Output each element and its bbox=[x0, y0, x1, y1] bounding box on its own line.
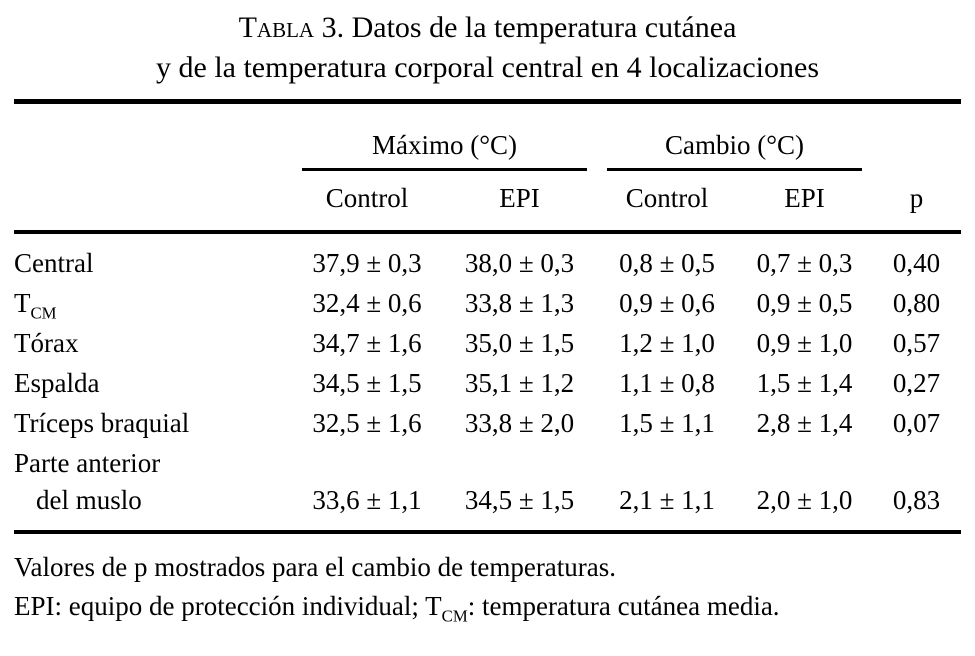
sub-header-row: Control EPI Control EPI p bbox=[14, 171, 962, 235]
cell-cambio-control: 0,9 ± 0,6 bbox=[619, 288, 715, 319]
table-row: Parte anterior bbox=[14, 444, 961, 484]
footnote-2-text-end: : temperatura cutánea media. bbox=[467, 591, 780, 622]
cell-p-value: 0,27 bbox=[892, 368, 941, 399]
tabla-label: Tabla bbox=[238, 11, 315, 44]
row-label: Tríceps braquial bbox=[14, 408, 190, 439]
table-row: TCM 32,4 ± 0,6 33,8 ± 1,3 0,9 ± 0,6 0,9 … bbox=[14, 284, 961, 324]
table-row: Tríceps braquial 32,5 ± 1,6 33,8 ± 2,0 1… bbox=[14, 404, 961, 444]
cell-cambio-epi: 0,9 ± 1,0 bbox=[756, 328, 853, 359]
sub-header-maximo-epi: EPI bbox=[442, 171, 598, 235]
cell-cambio-control: 1,2 ± 1,0 bbox=[619, 328, 715, 359]
group-header-cambio-cell: Cambio (°C) bbox=[597, 104, 872, 172]
group-header-row: Máximo (°C) Cambio (°C) bbox=[14, 104, 961, 172]
cell-maximo-epi: 33,8 ± 1,3 bbox=[464, 288, 575, 319]
cell-p-value: 0,80 bbox=[892, 288, 941, 319]
cell-maximo-epi: 33,8 ± 2,0 bbox=[464, 408, 575, 439]
spacer-cell bbox=[872, 104, 961, 171]
cell-maximo-epi: 35,0 ± 1,5 bbox=[464, 328, 575, 359]
top-rule bbox=[14, 99, 961, 105]
cell-cambio-epi: 0,7 ± 0,3 bbox=[756, 248, 853, 279]
tcm-label-main: T bbox=[14, 288, 31, 319]
cell-maximo-control: 32,5 ± 1,6 bbox=[312, 408, 422, 439]
group-header-cambio: Cambio (°C) bbox=[607, 130, 863, 172]
cell-p-value: 0,40 bbox=[892, 248, 941, 279]
cell-maximo-control: 33,6 ± 1,1 bbox=[292, 484, 442, 535]
title-line-1-text: 3. Datos de la temperatura cutánea bbox=[314, 11, 737, 44]
cell-maximo-control: 34,5 ± 1,5 bbox=[312, 368, 422, 399]
row-label: Central bbox=[14, 248, 94, 279]
cell-maximo-epi: 35,1 ± 1,2 bbox=[464, 368, 575, 399]
empty-cell bbox=[597, 444, 737, 484]
cell-cambio-control: 2,1 ± 1,1 bbox=[597, 484, 738, 535]
empty-cell bbox=[292, 444, 442, 484]
cell-maximo-epi: 34,5 ± 1,5 bbox=[442, 484, 598, 535]
footnote-1: Valores de p mostrados para el cambio de… bbox=[14, 552, 617, 583]
cell-p-value: 0,07 bbox=[892, 408, 941, 439]
table-row: Tórax 34,7 ± 1,6 35,0 ± 1,5 1,2 ± 1,0 0,… bbox=[14, 324, 961, 364]
footnote-2-text: EPI: equipo de protección individual; T bbox=[14, 591, 442, 622]
table-row: del muslo 33,6 ± 1,1 34,5 ± 1,5 2,1 ± 1,… bbox=[14, 484, 962, 535]
footnotes: Valores de p mostrados para el cambio de… bbox=[14, 548, 961, 626]
title-line-2: y de la temperatura corporal central en … bbox=[156, 50, 819, 84]
sub-header-maximo-control: Control bbox=[292, 171, 442, 235]
cell-cambio-epi: 1,5 ± 1,4 bbox=[756, 368, 853, 399]
cell-cambio-epi: 0,9 ± 0,5 bbox=[756, 288, 853, 319]
cell-maximo-control: 37,9 ± 0,3 bbox=[312, 248, 422, 279]
table-header: Máximo (°C) Cambio (°C) Control EPI Cont… bbox=[14, 104, 962, 235]
tcm-label-subscript: CM bbox=[30, 303, 57, 323]
footnote-2: EPI: equipo de protección individual; TC… bbox=[14, 587, 961, 626]
data-table: Máximo (°C) Cambio (°C) Control EPI Cont… bbox=[14, 104, 962, 535]
spacer-cell bbox=[14, 104, 292, 171]
cell-maximo-epi: 38,0 ± 0,3 bbox=[464, 248, 575, 279]
cell-cambio-epi: 2,0 ± 1,0 bbox=[737, 484, 873, 535]
empty-cell bbox=[737, 444, 872, 484]
sub-header-cambio-epi: EPI bbox=[737, 171, 873, 235]
table-row: Espalda 34,5 ± 1,5 35,1 ± 1,2 1,1 ± 0,8 … bbox=[14, 364, 961, 404]
cell-cambio-epi: 2,8 ± 1,4 bbox=[756, 408, 853, 439]
row-label: TCM bbox=[14, 284, 292, 324]
sub-header-cambio-control: Control bbox=[597, 171, 738, 235]
title-line-1: Tabla 3. Datos de la temperatura cutánea bbox=[14, 8, 961, 48]
row-label: Espalda bbox=[14, 368, 100, 399]
empty-cell bbox=[442, 444, 597, 484]
cell-cambio-control: 1,1 ± 0,8 bbox=[619, 368, 715, 399]
row-label: Parte anterior bbox=[14, 448, 161, 479]
p-header: p bbox=[872, 171, 962, 235]
cell-cambio-control: 0,8 ± 0,5 bbox=[619, 248, 715, 279]
page-title: Tabla 3. Datos de la temperatura cutánea… bbox=[14, 8, 961, 87]
row-label: Tórax bbox=[14, 328, 79, 359]
cell-maximo-control: 34,7 ± 1,6 bbox=[312, 328, 422, 359]
row-label: del muslo bbox=[14, 484, 292, 535]
cell-p-value: 0,83 bbox=[872, 484, 962, 535]
cell-maximo-control: 32,4 ± 0,6 bbox=[312, 288, 422, 319]
table-body: Central 37,9 ± 0,3 38,0 ± 0,3 0,8 ± 0,5 … bbox=[14, 232, 962, 535]
empty-cell bbox=[872, 444, 961, 484]
group-header-maximo: Máximo (°C) bbox=[302, 130, 588, 172]
table-figure: Tabla 3. Datos de la temperatura cutánea… bbox=[14, 8, 962, 626]
group-header-maximo-cell: Máximo (°C) bbox=[292, 104, 597, 172]
cell-cambio-control: 1,5 ± 1,1 bbox=[619, 408, 715, 439]
footnote-2-subscript: CM bbox=[441, 606, 468, 626]
table-row: Central 37,9 ± 0,3 38,0 ± 0,3 0,8 ± 0,5 … bbox=[14, 232, 961, 284]
spacer-cell bbox=[14, 171, 292, 235]
cell-p-value: 0,57 bbox=[892, 328, 941, 359]
